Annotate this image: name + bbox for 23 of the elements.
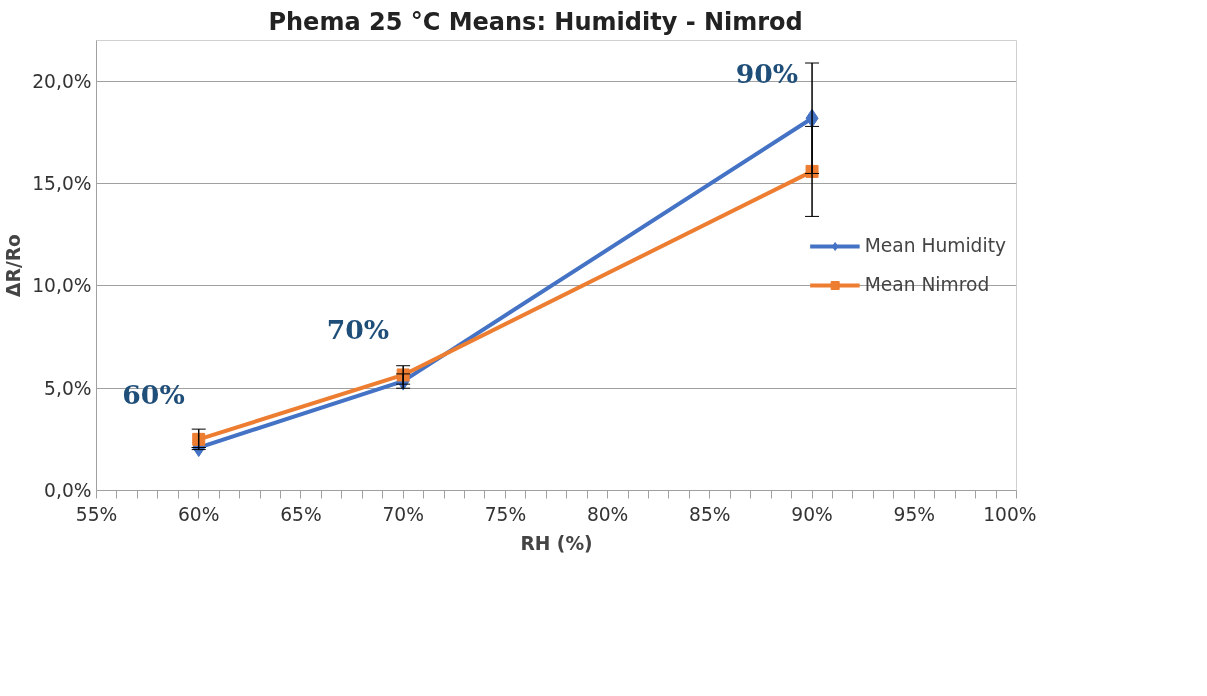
x-axis-title: RH (%): [520, 532, 593, 554]
annotation: 90%: [735, 57, 799, 89]
x-tick-label: 90%: [791, 503, 833, 525]
x-tick-label: 80%: [586, 503, 629, 525]
x-tick-label: 100%: [983, 503, 1037, 525]
annotation: 60%: [122, 378, 185, 410]
x-tick-label: 55%: [75, 503, 118, 525]
y-tick-label: 20,0%: [32, 70, 92, 92]
x-tick-label: 65%: [280, 503, 322, 525]
x-tick-label: 75%: [484, 503, 527, 525]
y-tick-label: 5,0%: [44, 377, 92, 399]
y-tick-label: 0,0%: [44, 480, 92, 501]
legend-label: Mean Humidity: [864, 235, 1006, 256]
y-axis-title: ΔR/Ro: [3, 233, 25, 297]
legend-label: Mean Nimrod: [864, 274, 990, 295]
y-tick-label: 10,0%: [32, 275, 92, 297]
x-tick-label: 70%: [382, 503, 424, 525]
x-tick-label: 60%: [177, 503, 220, 525]
x-tick-label: 85%: [689, 503, 731, 525]
x-tick-label: 95%: [893, 503, 936, 525]
chart-title: Phema 25 °C Means: Humidity - Nimrod: [268, 7, 803, 36]
annotation: 70%: [326, 314, 390, 346]
y-tick-label: 15,0%: [32, 173, 92, 195]
